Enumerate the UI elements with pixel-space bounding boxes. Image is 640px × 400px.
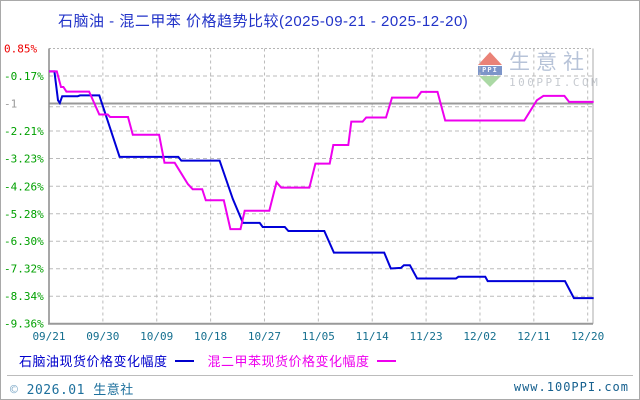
y-tick-label: -3.23%	[4, 152, 44, 165]
logo-triangle-shape	[479, 76, 501, 87]
chart-title: 石脑油 - 混二甲苯 价格趋势比较(2025-09-21 - 2025-12-2…	[58, 13, 469, 30]
watermark: PPI 生意社 100PPI.COM	[477, 52, 600, 89]
x-tick-label: 09/21	[32, 330, 65, 343]
x-tick-label: 11/23	[410, 330, 443, 343]
y-tick-label: -7.32%	[4, 263, 44, 276]
y-tick-label: -0.17%	[4, 70, 44, 83]
y-tick-label: -2.21%	[4, 125, 44, 138]
footer-divider	[7, 375, 633, 376]
legend-item-xylene: 混二甲苯现货价格变化幅度	[208, 351, 396, 370]
legend-line-swatch-xylene	[376, 359, 396, 362]
logo-roof-shape	[478, 52, 502, 65]
series-line-naphtha	[49, 70, 594, 300]
legend-label-xylene: 混二甲苯现货价格变化幅度	[207, 354, 370, 369]
sunsirs-logo-icon: PPI	[477, 52, 503, 87]
y-tick-label: -1	[4, 97, 17, 110]
watermark-text: 生意社 100PPI.COM	[509, 51, 601, 90]
watermark-brand: 生意社	[509, 51, 590, 74]
horizontal-gridlines	[49, 75, 593, 297]
copyright-text: © 2026.01 生意社	[10, 379, 134, 398]
copyright-icon: ©	[10, 383, 19, 398]
website-link[interactable]: www.100PPI.com	[513, 380, 629, 394]
watermark-site: 100PPI.COM	[509, 76, 601, 89]
legend-item-naphtha: 石脑油现货价格变化幅度	[19, 351, 194, 370]
legend-line-swatch-naphtha	[174, 359, 194, 362]
copyright-label: 2026.01 生意社	[26, 383, 134, 398]
y-tick-label: -6.30%	[4, 235, 44, 248]
x-axis-labels: 09/21 09/30 10/09 10/18 10/27 11/05 11/14 11/23…	[32, 330, 604, 343]
x-tick-label: 10/18	[194, 330, 227, 343]
x-tick-label: 11/05	[302, 330, 335, 343]
x-tick-label: 12/02	[463, 330, 496, 343]
x-tick-label: 09/30	[86, 330, 119, 343]
y-tick-label: -5.28%	[4, 208, 44, 221]
x-tick-label: 10/27	[248, 330, 281, 343]
y-tick-label: -9.36%	[4, 318, 44, 331]
y-tick-label: -4.26%	[4, 180, 44, 193]
x-tick-label: 11/14	[356, 330, 389, 343]
x-tick-label: 12/20	[571, 330, 604, 343]
y-tick-label: -8.34%	[4, 290, 44, 303]
x-tick-label: 10/09	[140, 330, 173, 343]
series-line-xylene	[49, 70, 594, 231]
chart-legend: 石脑油现货价格变化幅度 混二甲苯现货价格变化幅度	[19, 351, 410, 370]
y-tick-label: 0.85%	[4, 43, 37, 56]
x-tick-label: 12/11	[517, 330, 550, 343]
y-axis-labels: 0.85% -0.17% -1 -2.21% -3.23% -4.26% -5.28% -6.…	[4, 43, 44, 331]
logo-ppi-badge: PPI	[478, 66, 502, 75]
legend-label-naphtha: 石脑油现货价格变化幅度	[19, 354, 168, 369]
